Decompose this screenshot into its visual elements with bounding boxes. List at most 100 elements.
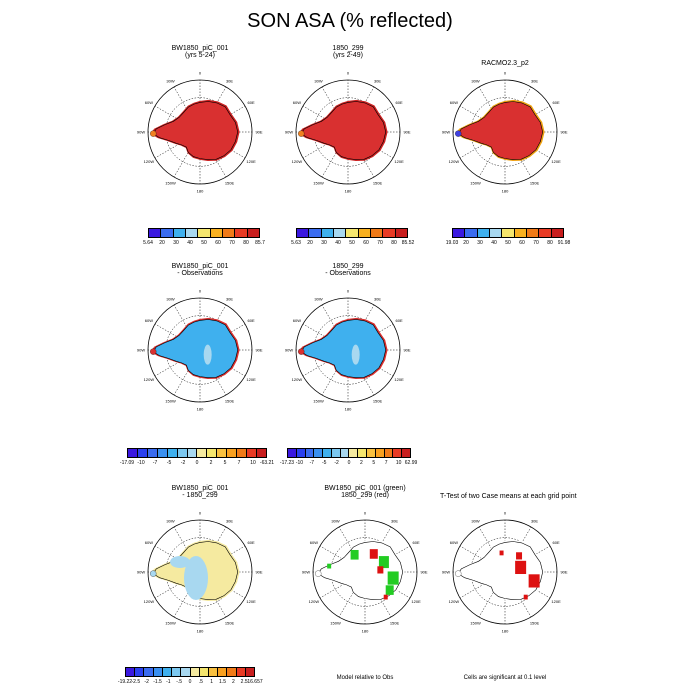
meridian-line bbox=[347, 349, 394, 377]
polar-map: 0 30E 60E 90E 120E 150E 180 150W 120W 90W 60W 30W bbox=[442, 71, 568, 194]
peninsula-marker bbox=[315, 570, 322, 577]
longitude-label: 30E bbox=[226, 296, 233, 301]
significance-patch bbox=[515, 560, 527, 575]
colorbar-label: 5.64 bbox=[143, 240, 153, 246]
colorbar-label: -7 bbox=[309, 460, 315, 466]
longitude-label: 60W bbox=[145, 318, 153, 323]
longitude-label: 120W bbox=[292, 159, 303, 164]
longitude-label: 180 bbox=[345, 407, 352, 412]
colorbar-box bbox=[157, 449, 168, 457]
meridian-line bbox=[347, 105, 394, 133]
colorbar-box bbox=[227, 668, 237, 676]
colorbar-label: 2 bbox=[209, 460, 213, 466]
meridian-line bbox=[478, 571, 506, 618]
colorbar-box bbox=[222, 229, 236, 237]
meridian-line bbox=[478, 86, 506, 133]
polar-map: 0 30E 60E 90E 120E 150E 180 150W 120W 90W 60W 30W bbox=[137, 289, 263, 412]
meridian-line bbox=[199, 131, 227, 178]
colorbar-box bbox=[197, 449, 208, 457]
longitude-label: 30W bbox=[471, 78, 479, 83]
meridian-line bbox=[347, 86, 375, 133]
meridian-line bbox=[364, 571, 411, 599]
colorbar-box bbox=[393, 449, 403, 457]
longitude-label: 120E bbox=[394, 377, 404, 382]
longitude-label: 150E bbox=[530, 621, 540, 626]
colorbar-boxes bbox=[452, 228, 564, 238]
significance-patch bbox=[327, 563, 332, 569]
longitude-label: 0 bbox=[199, 71, 202, 76]
colorbar-label: 50 bbox=[505, 240, 511, 246]
longitude-label: 60E bbox=[248, 100, 255, 105]
colorbar-box bbox=[237, 449, 248, 457]
colorbar-label: 2 bbox=[360, 460, 363, 466]
continent-fill bbox=[300, 101, 387, 160]
colorbar-box bbox=[383, 229, 396, 237]
longitude-label: 150E bbox=[390, 621, 400, 626]
longitude-label: 150W bbox=[470, 621, 481, 626]
longitude-label: 30E bbox=[531, 78, 538, 83]
longitude-label: 90E bbox=[255, 570, 262, 575]
colorbar-box bbox=[218, 668, 228, 676]
colorbar-box bbox=[402, 449, 410, 457]
colorbar-label: 40 bbox=[187, 240, 193, 246]
significance-patch bbox=[385, 585, 394, 595]
colorbar-box bbox=[331, 449, 341, 457]
longitude-label: 150E bbox=[530, 181, 540, 186]
longitude-label: 30W bbox=[166, 518, 174, 523]
colorbar-label: 50 bbox=[349, 240, 355, 246]
continent-fill bbox=[457, 101, 544, 160]
longitude-label: 90W bbox=[285, 348, 293, 353]
meridian-line bbox=[199, 571, 227, 618]
meridian-line bbox=[504, 86, 532, 133]
colorbar-label: 1 bbox=[210, 679, 214, 685]
panel-title: 1850_299 bbox=[332, 263, 364, 270]
longitude-label: 90W bbox=[442, 570, 450, 575]
colorbar-label: 2 bbox=[231, 679, 235, 685]
meridian-line bbox=[459, 105, 506, 133]
peninsula-marker bbox=[455, 130, 462, 137]
longitude-label: 0 bbox=[347, 71, 350, 76]
panel-3: RACMO2.3_p2 0 30E 60E 90E 120E 150E 180 150W 120… bbox=[440, 45, 570, 260]
longitude-label: 180 bbox=[362, 629, 369, 634]
colorbar-label: 19.03 bbox=[445, 240, 459, 246]
longitude-label: 120E bbox=[411, 599, 421, 604]
colorbar-box bbox=[375, 449, 385, 457]
panel-2: 1850_299 (yrs 2-49) 0 30E 60E 90E 120E 150E 18… bbox=[283, 45, 413, 260]
colorbar-box bbox=[247, 229, 259, 237]
colorbar-label: 1.5 bbox=[219, 679, 226, 685]
colorbar-label: 20 bbox=[159, 240, 165, 246]
colorbar-label: -2.5 bbox=[131, 679, 141, 685]
meridian-line bbox=[347, 304, 375, 351]
meridian-line bbox=[302, 131, 349, 159]
meridian-line bbox=[199, 323, 246, 351]
colorbar-label: 62.99 bbox=[404, 460, 418, 466]
longitude-label: 0 bbox=[364, 511, 367, 516]
longitude-label: 90W bbox=[137, 570, 145, 575]
panel-title: 1850_299 bbox=[332, 45, 364, 52]
polar-map: 0 30E 60E 90E 120E 150E 180 150W 120W 90W 60W 30W bbox=[285, 71, 411, 194]
meridian-line bbox=[504, 526, 532, 573]
meridian-line bbox=[173, 86, 201, 133]
longitude-label: 150W bbox=[165, 181, 176, 186]
panel-subtitle: - Observations bbox=[177, 270, 223, 277]
colorbar-box bbox=[161, 229, 174, 237]
longitude-label: 120W bbox=[309, 599, 320, 604]
colorbar-label: -63.21 bbox=[259, 460, 275, 466]
colorbar-box bbox=[395, 229, 407, 237]
significance-patch bbox=[516, 552, 523, 560]
continent-fill bbox=[152, 319, 239, 378]
longitude-label: 30W bbox=[314, 78, 322, 83]
meridian-line bbox=[173, 349, 201, 396]
longitude-label: 150W bbox=[165, 621, 176, 626]
longitude-label: 150E bbox=[225, 621, 235, 626]
longitude-label: 60W bbox=[293, 318, 301, 323]
colorbar-box bbox=[358, 449, 368, 457]
colorbar-box bbox=[539, 229, 552, 237]
colorbar-label: 80 bbox=[391, 240, 397, 246]
panel-5: 1850_299 - Observations 0 30E 60E 90E 120E 15… bbox=[283, 263, 413, 478]
longitude-label: 180 bbox=[502, 189, 509, 194]
colorbar-box bbox=[465, 229, 478, 237]
longitude-label: 150W bbox=[165, 399, 176, 404]
continent-fill bbox=[300, 319, 387, 378]
colorbar-box bbox=[153, 668, 163, 676]
